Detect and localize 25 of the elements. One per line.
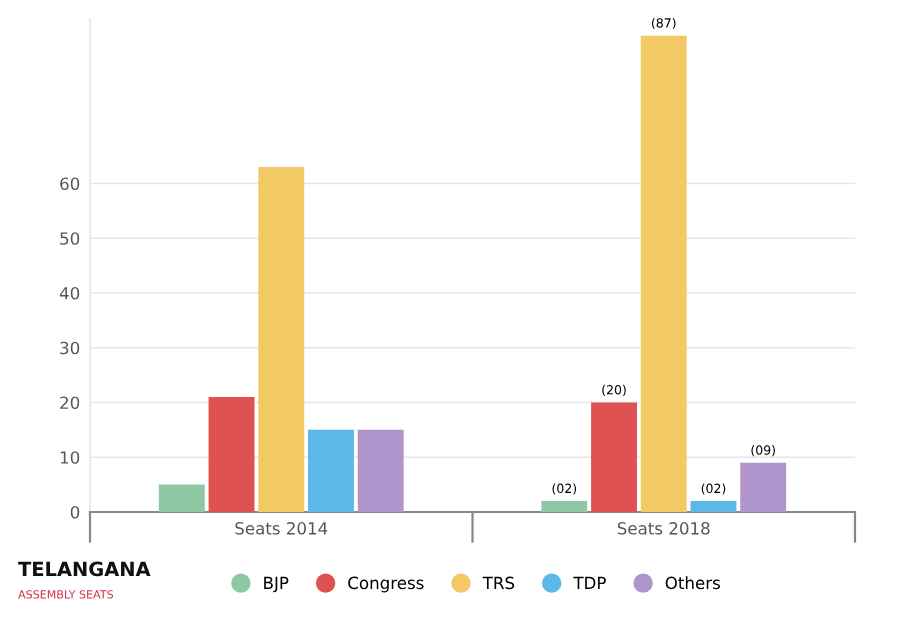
x-tick-label: Seats 2014 [235,522,328,535]
bar [591,402,637,512]
bar [640,35,687,512]
legend-label: Congress [348,576,424,593]
bar [308,429,354,512]
y-tick-label: 10 [60,451,80,464]
bar [740,462,787,512]
bar [541,501,588,512]
bar [258,167,305,512]
y-tick-label: 30 [60,341,80,355]
legend-label: BJP [264,576,289,593]
y-tick-label: 0 [70,505,80,519]
y-tick-label: 50 [60,232,80,245]
text: TELANGANA [18,561,151,577]
bar [690,501,737,512]
legend-label: Others [665,576,720,590]
y-tick-label: 60 [60,177,80,191]
bar [158,484,205,512]
bar [357,429,404,512]
legend-label: TDP [573,576,606,589]
y-tick-label: 20 [60,396,80,410]
legend-label: TRS [482,576,515,590]
y-tick-label: 40 [59,286,80,300]
x-tick-label: Seats 2018 [617,522,710,535]
bar [208,397,255,512]
